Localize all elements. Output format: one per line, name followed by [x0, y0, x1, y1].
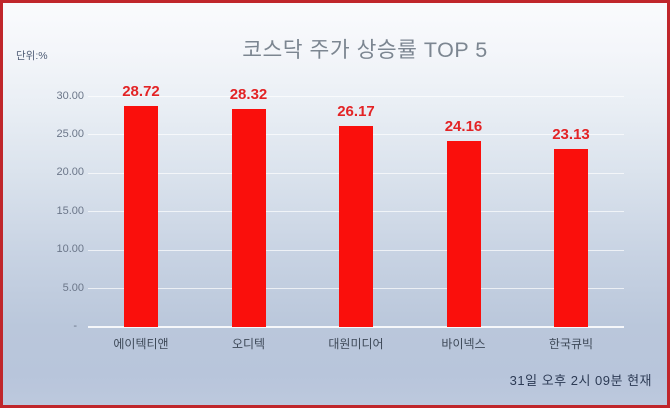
y-axis-label: 20.00 [56, 166, 84, 179]
y-axis-label: 30.00 [56, 89, 84, 102]
y-axis-label: - [73, 320, 77, 332]
bar-value-label: 23.13 [552, 126, 590, 144]
bar-value-label: 28.72 [122, 83, 160, 101]
y-axis-label: 10.00 [56, 243, 84, 256]
timestamp-note: 31일 오후 2시 09분 현재 [509, 373, 652, 388]
x-axis-label: 바이넥스 [441, 337, 486, 351]
gridline [88, 326, 624, 328]
chart-title: 코스닥 주가 상승률 TOP 5 [242, 38, 488, 62]
bar-value-label: 28.32 [229, 86, 268, 104]
y-axis-label: 5.00 [62, 281, 84, 294]
unit-label: 단위:% [16, 50, 48, 62]
x-axis-label: 대원미디어 [328, 337, 384, 351]
gridline [88, 96, 624, 97]
bar [124, 106, 158, 327]
x-axis-label: 오디텍 [231, 337, 266, 351]
bar-value-label: 26.17 [337, 102, 375, 120]
y-axis-label: 25.00 [56, 127, 84, 140]
x-axis-label: 에이텍티앤 [113, 337, 169, 351]
bar [231, 109, 266, 327]
y-axis-label: 15.00 [56, 204, 84, 217]
bar [446, 141, 481, 327]
x-axis-label: 한국큐빅 [548, 337, 594, 351]
bar [554, 149, 588, 327]
bar-value-label: 24.16 [444, 118, 483, 136]
bar [339, 125, 373, 327]
